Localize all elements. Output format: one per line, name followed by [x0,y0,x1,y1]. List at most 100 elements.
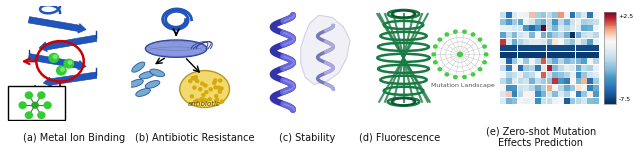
Circle shape [458,52,462,57]
Bar [558,12,564,18]
Bar [581,32,587,38]
Bar [570,58,575,65]
Circle shape [38,112,45,118]
Bar [524,19,529,25]
Bar [524,32,529,38]
Bar [604,53,616,54]
Bar [604,16,616,17]
Circle shape [208,98,211,101]
Bar [604,50,616,51]
Bar [547,45,552,51]
Bar [604,80,616,81]
Bar [512,45,517,51]
Bar [604,64,616,65]
Bar [604,39,616,40]
Bar [535,52,541,58]
Bar [581,91,587,97]
FancyArrow shape [28,17,86,33]
Bar [506,39,511,45]
Circle shape [202,94,205,96]
Circle shape [214,86,217,89]
Bar [604,103,616,104]
Bar [604,97,616,98]
Bar [506,52,511,58]
Bar [564,12,570,18]
Bar [529,19,535,25]
Bar [547,85,552,91]
Bar [604,45,616,46]
Text: (b) Antibiotic Resistance: (b) Antibiotic Resistance [136,133,255,143]
Circle shape [193,86,196,89]
Bar [512,12,517,18]
Bar [575,58,581,65]
Bar [512,32,517,38]
Ellipse shape [145,81,160,88]
Circle shape [433,61,437,64]
Bar [524,72,529,78]
Circle shape [214,99,218,102]
Circle shape [44,102,51,108]
Bar [604,76,616,77]
FancyArrow shape [28,54,86,70]
Bar [558,65,564,71]
Circle shape [193,77,196,80]
Bar [604,92,616,93]
Bar [535,25,541,32]
Bar [541,78,547,84]
Bar [604,82,616,83]
Bar [524,12,529,18]
Bar [564,78,570,84]
Bar [524,45,529,51]
Bar [506,19,511,25]
Bar [593,45,598,51]
Bar [593,52,598,58]
Circle shape [201,82,204,85]
Bar [558,91,564,97]
Bar [604,98,616,99]
Text: -7.5: -7.5 [618,97,630,102]
Bar [500,91,506,97]
Bar [500,52,506,58]
Bar [552,85,558,91]
Circle shape [432,53,435,56]
Bar [604,94,616,95]
Bar [604,40,616,41]
Bar [604,18,616,19]
Circle shape [61,68,65,71]
Bar [581,65,587,71]
Bar [570,45,575,51]
Bar [529,72,535,78]
Bar [604,86,616,87]
Bar [512,58,517,65]
Bar [500,78,506,84]
Bar [529,58,535,65]
Circle shape [32,102,38,108]
Bar [581,78,587,84]
Bar [587,52,593,58]
Bar [604,85,616,86]
Bar [512,65,517,71]
Bar [518,52,523,58]
Bar [593,78,598,84]
Bar [604,61,616,62]
Circle shape [26,92,33,98]
Bar [604,102,616,103]
Text: (c) Stability: (c) Stability [279,133,335,143]
Bar [529,32,535,38]
Bar [604,56,616,57]
Circle shape [198,88,202,91]
Bar [593,25,598,32]
Bar [587,12,593,18]
Bar [541,45,547,51]
Bar [512,39,517,45]
Bar [593,98,598,104]
Bar [564,32,570,38]
Bar [604,100,616,101]
Bar [604,49,616,50]
Bar [506,65,511,71]
Bar [604,60,616,61]
Bar [500,98,506,104]
Bar [518,72,523,78]
Bar [604,17,616,18]
Bar [570,12,575,18]
